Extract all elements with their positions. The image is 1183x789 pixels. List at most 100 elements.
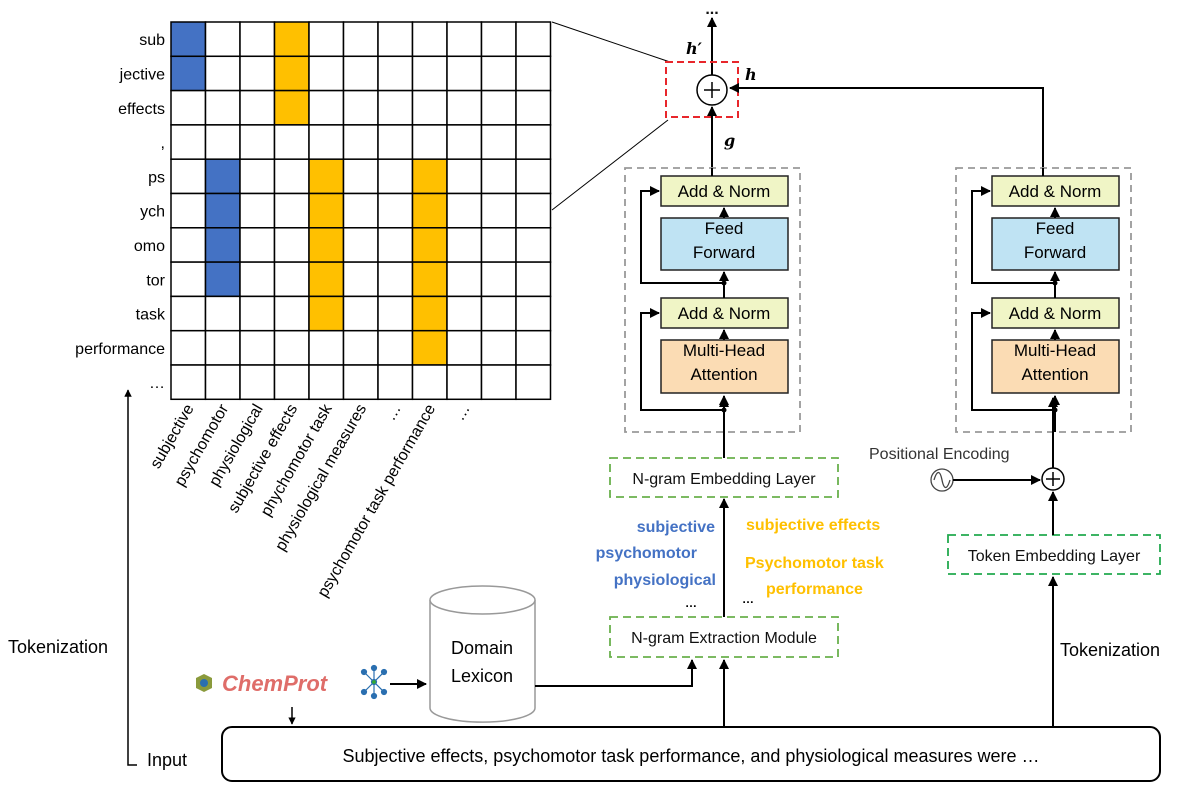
matrix-cell: [515, 21, 552, 58]
svg-text:performance: performance: [766, 581, 863, 598]
ngram-feed-forward-label: Feed: [705, 219, 744, 238]
matrix-cell: [170, 192, 207, 229]
svg-text:subjective: subjective: [637, 519, 715, 536]
svg-text:Psychomotor task: Psychomotor task: [745, 555, 884, 572]
positional-encoding-label: Positional Encoding: [869, 446, 1010, 463]
tokenization-left-label: Tokenization: [8, 637, 108, 657]
matrix-cell: [239, 21, 276, 58]
matrix-cell: [239, 261, 276, 298]
matrix-cell: [204, 21, 241, 58]
token-add-norm-top: [991, 175, 1120, 207]
row-label: ych: [140, 204, 165, 221]
svg-text:…: …: [742, 592, 754, 606]
matrix-cell: [170, 329, 207, 366]
row-label: tor: [146, 272, 165, 289]
matrix-cell: [515, 55, 552, 92]
matrix-cell: [515, 329, 552, 366]
matrix-cell: [377, 21, 414, 58]
matrix-cell: [204, 124, 241, 160]
matrix-cell: [204, 192, 241, 229]
matrix-cell: [273, 295, 310, 332]
matrix-cell: [239, 295, 276, 332]
row-label: effects: [118, 101, 165, 118]
ngram-add-norm-top: [660, 175, 789, 207]
ngram-matrix: [170, 21, 552, 401]
residual-arrow: [640, 308, 724, 411]
matrix-cell: [377, 329, 414, 366]
ngram-extraction-label: N-gram Extraction Module: [631, 630, 817, 647]
matrix-cell: [308, 329, 345, 366]
matrix-cell: [308, 21, 345, 58]
matrix-cell: [239, 158, 276, 195]
input-sentence-box: [221, 726, 1161, 782]
lexicon-label: Lexicon: [451, 666, 513, 686]
matrix-cell: [515, 295, 552, 332]
matrix-cell: [411, 261, 448, 298]
matrix-cell: [239, 89, 276, 126]
row-label: …: [149, 375, 165, 392]
token-embedding-label: Token Embedding Layer: [968, 548, 1141, 565]
svg-text:…: …: [685, 596, 697, 610]
matrix-cell: [273, 124, 310, 160]
lexicon-to-extraction-arrow: [535, 659, 697, 687]
row-label: sub: [139, 32, 165, 49]
matrix-cell: [480, 158, 517, 195]
matrix-cell: [377, 192, 414, 229]
column-label: …: [382, 402, 405, 424]
matrix-cell: [342, 329, 379, 366]
matrix-cell: [308, 364, 345, 401]
token-add-norm-bottom-label: Add & Norm: [1009, 304, 1102, 323]
sine-wave-icon: [930, 468, 954, 492]
matrix-cell: [480, 55, 517, 92]
ngram-add-norm-bottom: [660, 297, 789, 329]
row-label: task: [136, 307, 166, 324]
matrix-cell: [273, 89, 310, 126]
ngram-embedding-layer: [609, 457, 839, 498]
svg-text:psychomotor: psychomotor: [596, 545, 697, 562]
ngram-multi-head-attention-label: Attention: [690, 365, 757, 384]
domain-label: Domain: [451, 638, 513, 658]
matrix-cell: [377, 261, 414, 298]
ngram-multi-head-attention: [660, 339, 789, 394]
matrix-column-labels: subjectivepsychomotorphysiologicalsubjec…: [147, 401, 473, 601]
matrix-cell: [480, 364, 517, 401]
matrix-cell: [273, 192, 310, 229]
matrix-cell: [273, 158, 310, 195]
matrix-cell: [204, 295, 241, 332]
row-label: ps: [148, 169, 165, 186]
matrix-cell: [411, 364, 448, 401]
matrix-cell: [239, 55, 276, 92]
ngram-feed-forward: [660, 217, 789, 271]
matrix-cell: [308, 192, 345, 229]
matrix-cell: [377, 89, 414, 126]
chemprot-logo: ChemProt: [196, 671, 329, 696]
matrix-cell: [170, 261, 207, 298]
zoom-line-bottom: [551, 119, 669, 211]
matrix-cell: [377, 55, 414, 92]
matrix-cell: [170, 295, 207, 332]
matrix-cell: [342, 192, 379, 229]
matrix-cell: [515, 261, 552, 298]
matrix-cell: [480, 227, 517, 263]
matrix-cell: [342, 55, 379, 92]
matrix-cell: [204, 329, 241, 366]
matrix-cell: [446, 192, 483, 229]
token-add-norm-top-label: Add & Norm: [1009, 182, 1102, 201]
tokenization-right-label: Tokenization: [1060, 640, 1160, 660]
input-label: Input: [147, 750, 187, 770]
matrix-cell: [515, 158, 552, 195]
token-multi-head-attention-label: Attention: [1021, 365, 1088, 384]
matrix-cell: [342, 21, 379, 58]
row-label: performance: [75, 341, 165, 358]
matrix-cell: [446, 89, 483, 126]
matrix-cell: [239, 364, 276, 401]
matrix-cell: [515, 364, 552, 401]
matrix-cell: [170, 55, 207, 92]
matrix-cell: [308, 89, 345, 126]
matrix-cell: [446, 227, 483, 263]
matrix-cell: [377, 295, 414, 332]
matrix-cell: [480, 192, 517, 229]
h-prime-label: h′: [686, 39, 703, 58]
ngram-list-blue: subjective psychomotor physiological …: [596, 519, 716, 610]
